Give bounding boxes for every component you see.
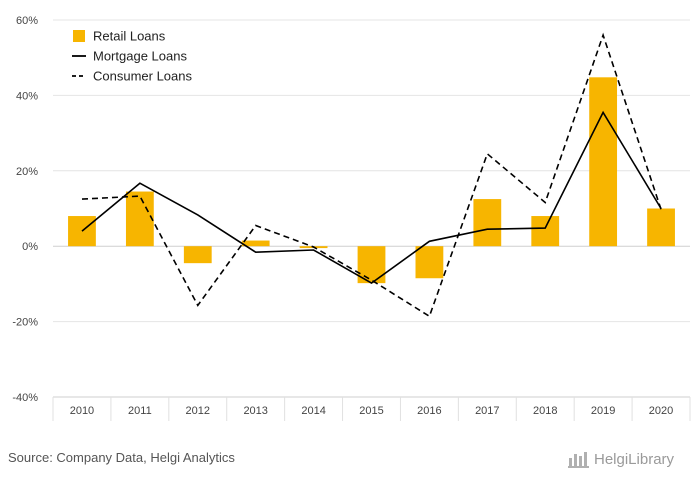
y-tick-label: 60%	[16, 15, 38, 27]
legend-label: Mortgage Loans	[93, 49, 187, 64]
bar	[183, 246, 212, 264]
bar	[415, 246, 444, 279]
library-icon	[568, 452, 589, 468]
x-tick-label: 2013	[243, 405, 267, 417]
legend-label: Consumer Loans	[93, 69, 192, 84]
y-tick-label: -40%	[12, 392, 38, 404]
brand-name: HelgiLibrary	[594, 450, 675, 468]
bar-layer	[68, 77, 675, 284]
x-tick-label: 2019	[591, 405, 615, 417]
bar	[473, 199, 502, 247]
bar	[531, 216, 560, 247]
brand-logo: HelgiLibrary	[568, 448, 674, 470]
legend-label: Retail Loans	[93, 29, 166, 44]
y-tick-label: 0%	[22, 241, 38, 253]
source-note: Source: Company Data, Helgi Analytics	[8, 450, 235, 465]
y-tick-label: 20%	[16, 166, 38, 178]
axis-layer: 60% 40% 20% 0% -20% -40% 2010 2011 2012 2013 2014 2…	[12, 15, 691, 421]
legend-swatch	[73, 30, 85, 42]
bar	[241, 240, 270, 247]
bar	[125, 191, 154, 247]
y-tick-label: -20%	[12, 317, 38, 329]
bar	[589, 77, 618, 247]
bar	[68, 216, 96, 247]
series-line-dashed	[81, 32, 662, 318]
x-tick-label: 2015	[359, 405, 383, 417]
x-tick-label: 2014	[301, 405, 325, 417]
x-tick-label: 2020	[649, 405, 673, 417]
x-tick-label: 2010	[70, 405, 94, 417]
x-tick-label: 2017	[475, 405, 499, 417]
series-line	[81, 110, 662, 285]
legend: Retail Loans Mortgage Loans Consumer Loans	[72, 29, 192, 84]
chart: 60% 40% 20% 0% -20% -40% 2010 2011 2012 2013 2014 2…	[12, 15, 691, 421]
x-tick-label: 2016	[417, 405, 441, 417]
x-tick-label: 2011	[128, 405, 152, 417]
x-tick-label: 2018	[533, 405, 557, 417]
line-layer	[81, 32, 662, 318]
bar	[647, 208, 675, 247]
x-tick-label: 2012	[186, 405, 210, 417]
y-tick-label: 40%	[16, 90, 38, 102]
